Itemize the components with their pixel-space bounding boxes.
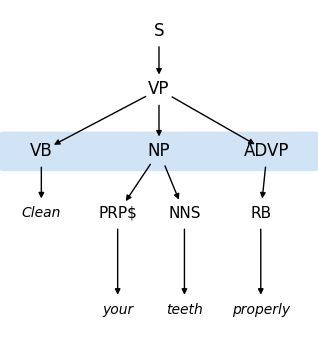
- Text: VB: VB: [30, 142, 53, 160]
- Text: VP: VP: [148, 80, 170, 98]
- FancyBboxPatch shape: [0, 131, 318, 171]
- Text: Clean: Clean: [22, 206, 61, 220]
- Text: your: your: [102, 303, 133, 316]
- Text: S: S: [154, 22, 164, 40]
- Text: PRP$: PRP$: [98, 206, 137, 221]
- Text: ADVP: ADVP: [244, 142, 290, 160]
- Text: properly: properly: [232, 303, 290, 316]
- Text: NP: NP: [148, 142, 170, 160]
- Text: RB: RB: [250, 206, 271, 221]
- Text: teeth: teeth: [166, 303, 203, 316]
- Text: NNS: NNS: [168, 206, 201, 221]
